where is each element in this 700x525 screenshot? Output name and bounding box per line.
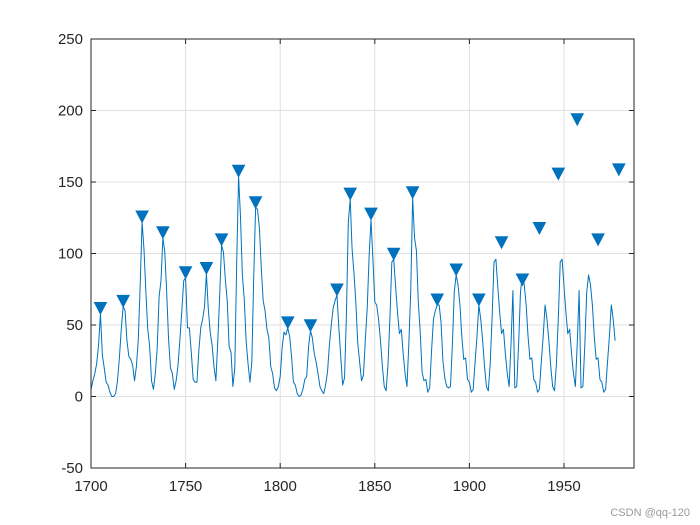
line-series-layer [90, 175, 616, 397]
peak-marker [214, 233, 229, 247]
peak-marker [551, 167, 566, 181]
peak-marker [135, 210, 149, 224]
peak-marker [303, 319, 318, 333]
x-tick-label: 1850 [358, 478, 391, 495]
axis-ticks [90, 38, 634, 469]
peak-marker [532, 221, 547, 235]
x-tick-label: 1700 [74, 478, 107, 495]
series-line [90, 175, 616, 397]
y-tick-label: 250 [58, 31, 83, 48]
peak-marker [93, 302, 108, 316]
peak-marker [343, 187, 358, 201]
peak-marker [248, 196, 263, 210]
peak-marker [430, 293, 445, 307]
y-tick-label: 200 [58, 103, 83, 120]
x-tick-label: 1900 [453, 478, 486, 495]
x-tick-label: 1950 [547, 478, 580, 495]
peak-marker [116, 294, 130, 308]
watermark: CSDN @qq-120 [610, 507, 690, 519]
peak-marker [405, 186, 420, 200]
peak-marker [156, 226, 170, 240]
peak-marker [231, 164, 246, 178]
peak-marker [570, 113, 585, 127]
peak-marker [515, 273, 530, 287]
peak-marker [494, 236, 509, 250]
x-tick-label: 1800 [264, 478, 297, 495]
peak-marker [280, 316, 295, 330]
peak-marker [591, 233, 605, 247]
peak-marker [612, 163, 626, 177]
y-tick-label: 100 [58, 246, 83, 263]
peak-marker-layer [93, 113, 626, 333]
axis-tick-labels: 1700 1750 1800 1850 1900 1950 -50 0 50 100 150 200 2… [58, 31, 581, 495]
peak-marker [330, 283, 344, 297]
peak-marker [449, 263, 463, 277]
peak-marker [178, 266, 193, 280]
y-tick-label: 50 [66, 317, 83, 334]
x-tick-label: 1750 [169, 478, 202, 495]
peak-marker [364, 207, 378, 221]
y-tick-label: 0 [75, 389, 83, 406]
peak-marker [386, 247, 401, 261]
peak-marker [199, 262, 214, 275]
peak-marker [472, 293, 486, 307]
y-tick-label: -50 [61, 460, 83, 477]
y-tick-label: 150 [58, 174, 83, 191]
